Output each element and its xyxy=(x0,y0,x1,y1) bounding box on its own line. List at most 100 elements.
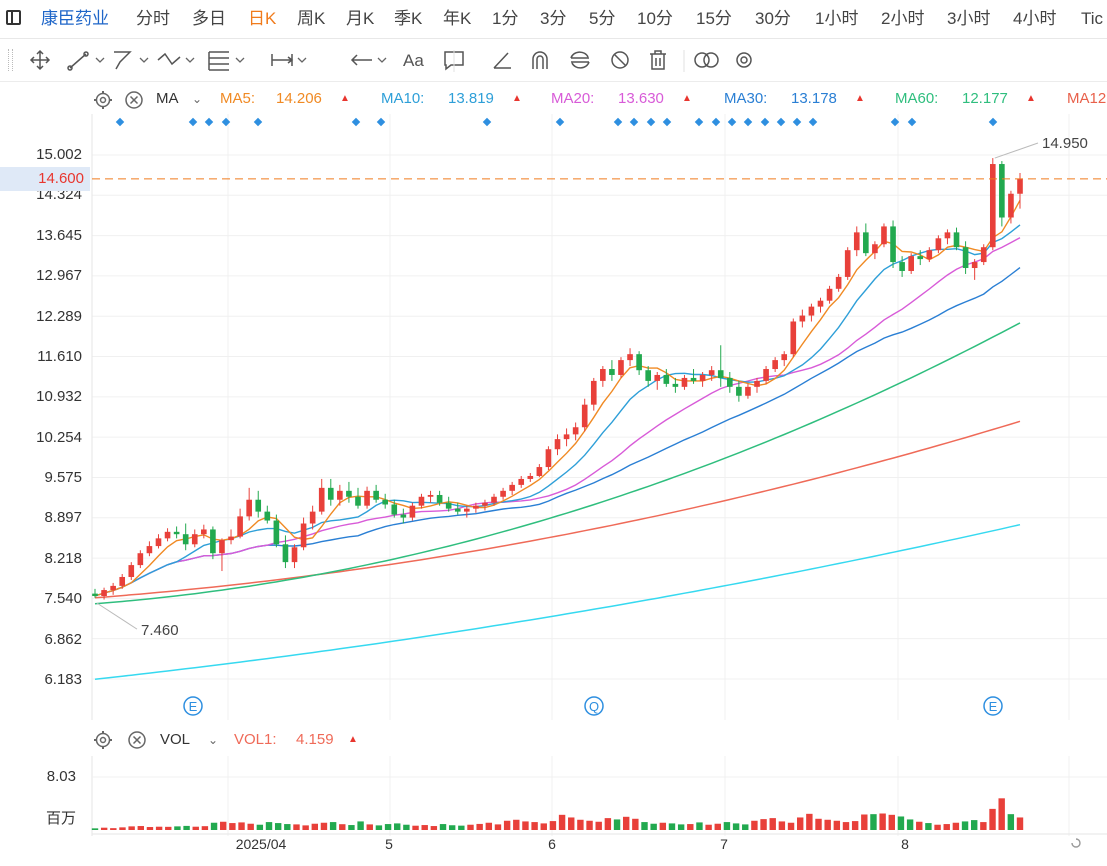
event-diamond-marker[interactable] xyxy=(694,117,704,127)
panel-toggle-icon[interactable] xyxy=(6,10,21,25)
period-tab[interactable]: 30分 xyxy=(755,9,791,28)
volume-bar[interactable] xyxy=(366,824,373,830)
volume-bar[interactable] xyxy=(448,825,456,830)
volume-bar[interactable] xyxy=(155,826,163,830)
volume-bar[interactable] xyxy=(943,824,950,830)
line-icon[interactable] xyxy=(67,51,89,71)
volume-bar[interactable] xyxy=(659,822,667,830)
candle[interactable] xyxy=(364,486,370,509)
candle[interactable] xyxy=(527,473,534,482)
volume-bar[interactable] xyxy=(284,824,291,830)
volume-bar[interactable] xyxy=(128,826,135,830)
event-diamond-marker[interactable] xyxy=(613,117,623,127)
candle[interactable] xyxy=(291,544,298,569)
candle[interactable] xyxy=(799,309,806,328)
period-tab[interactable]: 季K xyxy=(394,9,423,28)
volume-bar[interactable] xyxy=(613,819,621,830)
candle[interactable] xyxy=(155,534,162,549)
chevron-down-icon[interactable] xyxy=(139,57,149,63)
polyline-icon[interactable] xyxy=(114,51,132,70)
volume-bar[interactable] xyxy=(714,823,721,830)
event-diamond-marker[interactable] xyxy=(351,117,361,127)
event-q-marker[interactable]: Q xyxy=(584,696,604,716)
settings-icon[interactable] xyxy=(736,52,752,68)
period-tab[interactable]: 4小时 xyxy=(1013,9,1057,28)
close-icon[interactable] xyxy=(124,90,144,110)
period-tab[interactable]: 5分 xyxy=(589,9,616,28)
candle[interactable] xyxy=(482,499,488,511)
event-diamond-marker[interactable] xyxy=(907,117,917,127)
candle[interactable] xyxy=(944,229,951,245)
volume-bar[interactable] xyxy=(522,821,529,830)
candle[interactable] xyxy=(191,529,198,548)
event-diamond-marker[interactable] xyxy=(115,117,125,127)
volume-bar[interactable] xyxy=(119,827,126,830)
volume-bar[interactable] xyxy=(421,825,428,830)
candle[interactable] xyxy=(228,529,234,545)
candle[interactable] xyxy=(327,478,334,506)
candlestick-chart[interactable]: 14.950 7.460 E Q E xyxy=(0,114,1107,724)
refresh-icon[interactable] xyxy=(1069,836,1083,850)
candle[interactable] xyxy=(110,582,116,595)
volume-bar[interactable] xyxy=(274,823,282,830)
candle[interactable] xyxy=(717,345,724,387)
volume-bar[interactable] xyxy=(201,826,209,830)
volume-bar[interactable] xyxy=(760,819,767,830)
volume-bar[interactable] xyxy=(998,798,1005,830)
candle[interactable] xyxy=(962,241,969,274)
volume-bar[interactable] xyxy=(238,822,245,830)
candle[interactable] xyxy=(772,357,778,372)
candle[interactable] xyxy=(899,256,905,277)
volume-bar[interactable] xyxy=(329,822,337,830)
volume-bar[interactable] xyxy=(851,821,859,830)
candle[interactable] xyxy=(844,247,851,280)
volume-bar[interactable] xyxy=(705,824,712,830)
period-tab[interactable]: 多日 xyxy=(192,9,226,28)
volume-bar[interactable] xyxy=(787,822,795,830)
candle[interactable] xyxy=(545,446,552,471)
candle[interactable] xyxy=(182,523,189,551)
candle[interactable] xyxy=(609,360,615,381)
volume-bar[interactable] xyxy=(531,822,538,830)
candle[interactable] xyxy=(926,247,933,263)
vol-indicator-name[interactable]: VOL xyxy=(160,731,191,748)
delete-icon[interactable] xyxy=(650,50,666,70)
candle[interactable] xyxy=(618,357,624,378)
chevron-down-icon[interactable] xyxy=(95,57,105,63)
volume-bar[interactable] xyxy=(925,823,932,830)
candle[interactable] xyxy=(890,220,896,269)
candle[interactable] xyxy=(536,464,543,478)
volume-bar[interactable] xyxy=(439,824,447,830)
event-diamond-marker[interactable] xyxy=(629,117,639,127)
candle[interactable] xyxy=(817,297,824,313)
comment-icon[interactable] xyxy=(444,51,464,71)
volume-bar[interactable] xyxy=(796,817,804,830)
candle[interactable] xyxy=(219,538,225,572)
volume-bar[interactable] xyxy=(971,820,978,830)
candle[interactable] xyxy=(137,550,144,569)
candle[interactable] xyxy=(590,377,597,411)
volume-bar[interactable] xyxy=(476,823,483,830)
candle[interactable] xyxy=(600,366,606,387)
candle[interactable] xyxy=(282,535,289,569)
chevron-down-icon[interactable] xyxy=(377,57,387,63)
arrow-icon[interactable] xyxy=(350,54,372,66)
volume-bar[interactable] xyxy=(815,818,822,830)
volume-bar[interactable] xyxy=(458,825,465,830)
period-tab[interactable]: Tic xyxy=(1081,9,1104,28)
volume-bar[interactable] xyxy=(412,825,419,830)
volume-bar[interactable] xyxy=(879,813,886,830)
chevron-down-icon[interactable] xyxy=(297,57,307,63)
volume-bar[interactable] xyxy=(888,814,895,830)
candle[interactable] xyxy=(1008,190,1014,224)
candle[interactable] xyxy=(264,505,271,524)
candle[interactable] xyxy=(454,502,461,515)
volume-bar[interactable] xyxy=(1007,814,1015,830)
event-diamond-marker[interactable] xyxy=(204,117,214,127)
period-tab[interactable]: 周K xyxy=(297,9,326,28)
period-tab[interactable]: 1小时 xyxy=(815,9,859,28)
event-diamond-marker[interactable] xyxy=(792,117,802,127)
volume-bar[interactable] xyxy=(1016,817,1024,830)
candle[interactable] xyxy=(699,371,706,387)
volume-bar[interactable] xyxy=(696,822,703,830)
